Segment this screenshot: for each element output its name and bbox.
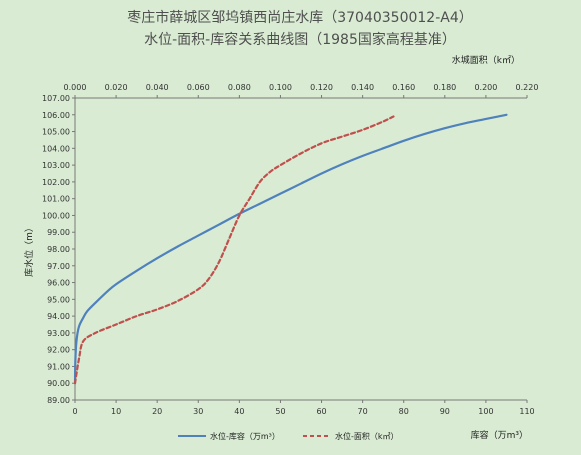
legend: 水位-库容（万m³） 水位-面积（k㎡）: [178, 431, 399, 441]
y-tick-label: 99.00: [47, 228, 70, 237]
y-tick-label: 89.00: [47, 396, 70, 405]
x-top-tick-label: 0.060: [187, 83, 210, 92]
x-top-tick-labels: 0.000 0.020 0.040 0.060 0.080 0.100 0.120 0.140…: [64, 83, 539, 98]
x-bottom-tick-label: 90: [440, 407, 450, 416]
y-tick-label: 104.00: [42, 144, 70, 153]
y-tick-label: 105.00: [42, 128, 70, 137]
y-tick-label: 97.00: [47, 262, 70, 271]
y-tick-label: 102.00: [42, 178, 70, 187]
x-top-tick-label: 0.040: [146, 83, 169, 92]
y-tick-label: 95.00: [47, 295, 70, 304]
x-top-tick-label: 0.100: [269, 83, 292, 92]
x-bottom-tick-label: 30: [193, 407, 203, 416]
y-tick-label: 92.00: [47, 346, 70, 355]
y-tick-label: 101.00: [42, 195, 70, 204]
y-tick-label: 93.00: [47, 329, 70, 338]
legend-label-area: 水位-面积（k㎡）: [335, 431, 399, 441]
series-layer: [73, 113, 508, 385]
y-tick-label: 90.00: [47, 379, 70, 388]
series-line-area: [73, 115, 395, 385]
x-top-tick-label: 0.020: [105, 83, 128, 92]
x-bottom-tick-label: 60: [316, 407, 326, 416]
y-tick-labels: 89.00 90.00 91.00 92.00 93.00 94.00 95.00 96.00…: [42, 94, 75, 405]
x-axis-bottom-title: 库容（万m³）: [471, 429, 528, 441]
x-top-tick-label: 0.000: [64, 83, 87, 92]
y-tick-label: 96.00: [47, 279, 70, 288]
x-top-tick-label: 0.180: [433, 83, 456, 92]
y-axis-title: 库水位（m）: [23, 223, 35, 277]
x-bottom-tick-label: 50: [275, 407, 285, 416]
x-bottom-tick-label: 20: [152, 407, 162, 416]
legend-label-volume: 水位-库容（万m³）: [210, 431, 280, 441]
x-bottom-tick-labels: 0 10 20 30 40 50 60 70 80 90 100 110: [72, 400, 535, 416]
y-tick-label: 100.00: [42, 211, 70, 220]
x-bottom-tick-label: 10: [111, 407, 121, 416]
x-top-tick-label: 0.200: [474, 83, 497, 92]
x-bottom-tick-label: 110: [519, 407, 534, 416]
x-bottom-tick-label: 40: [234, 407, 244, 416]
chart-title: 枣庄市薛城区邹坞镇西尚庄水库（37040350012-A4）: [127, 9, 473, 26]
x-bottom-tick-label: 80: [399, 407, 409, 416]
x-top-tick-label: 0.080: [228, 83, 251, 92]
x-top-tick-label: 0.120: [310, 83, 333, 92]
x-top-tick-label: 0.160: [392, 83, 415, 92]
x-top-tick-label: 0.140: [351, 83, 374, 92]
x-bottom-tick-label: 0: [72, 407, 77, 416]
x-bottom-tick-label: 100: [478, 407, 493, 416]
x-bottom-tick-label: 70: [358, 407, 368, 416]
chart-subtitle: 水位-面积-库容关系曲线图（1985国家高程基准）: [144, 31, 456, 48]
x-axis-top-title: 水城面积（k㎡）: [452, 54, 520, 66]
y-tick-label: 98.00: [47, 245, 70, 254]
x-top-tick-label: 0.220: [516, 83, 539, 92]
y-tick-label: 91.00: [47, 362, 70, 371]
y-tick-label: 94.00: [47, 312, 70, 321]
y-tick-label: 106.00: [42, 111, 70, 120]
series-line-volume: [73, 113, 508, 385]
y-tick-label: 103.00: [42, 161, 70, 170]
y-tick-label: 107.00: [42, 94, 70, 103]
